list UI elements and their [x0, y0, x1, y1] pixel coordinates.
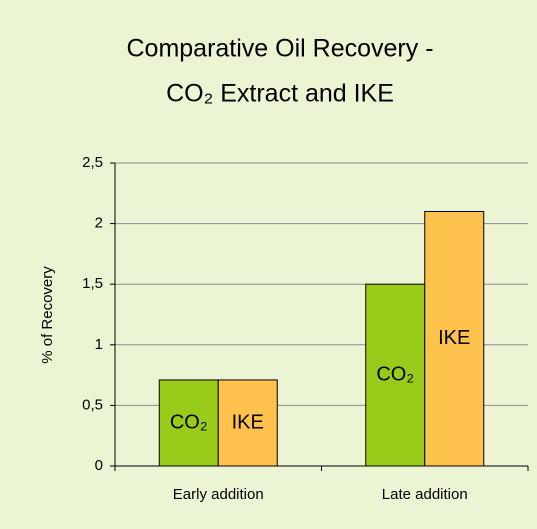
bar-label: CO₂: [170, 411, 208, 433]
y-tick-label: 2: [95, 215, 103, 232]
y-tick-label: 1,5: [82, 275, 103, 292]
bar-label: IKE: [438, 327, 470, 349]
y-axis-label: % of Recovery: [39, 266, 56, 364]
y-tick-label: 1: [95, 336, 103, 353]
chart-title: Comparative Oil Recovery -: [126, 35, 433, 63]
y-tick-label: 0,5: [82, 396, 103, 413]
chart-title: CO₂ Extract and IKE: [166, 80, 394, 108]
x-tick-label: Early addition: [173, 486, 264, 503]
x-tick-label: Late addition: [382, 486, 468, 503]
bar-label: CO₂: [376, 363, 414, 385]
bar: [365, 283, 426, 467]
bar-label: IKE: [232, 411, 264, 433]
y-tick-label: 2,5: [82, 154, 103, 171]
bar: [424, 210, 485, 467]
bar: [217, 379, 278, 467]
y-tick-label: 0: [95, 457, 103, 474]
